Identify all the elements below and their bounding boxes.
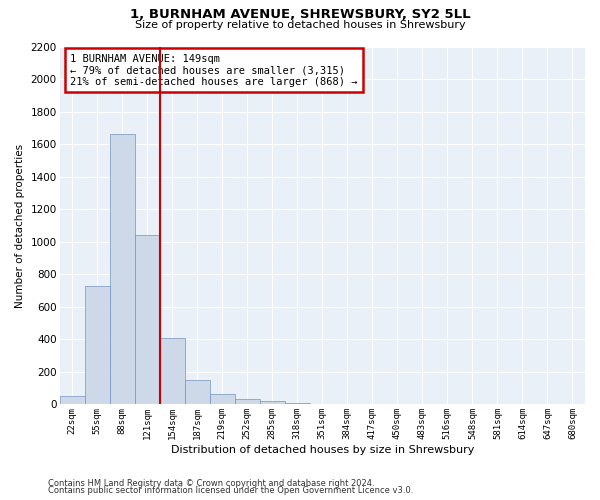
- Bar: [235, 398, 260, 404]
- Bar: [110, 134, 134, 404]
- Bar: [85, 286, 110, 405]
- Bar: [210, 394, 235, 404]
- Text: Contains HM Land Registry data © Crown copyright and database right 2024.: Contains HM Land Registry data © Crown c…: [48, 478, 374, 488]
- Text: 1 BURNHAM AVENUE: 149sqm
← 79% of detached houses are smaller (3,315)
21% of sem: 1 BURNHAM AVENUE: 149sqm ← 79% of detach…: [70, 54, 358, 87]
- Bar: [59, 396, 85, 404]
- Bar: [285, 403, 310, 404]
- Text: Size of property relative to detached houses in Shrewsbury: Size of property relative to detached ho…: [134, 20, 466, 30]
- Y-axis label: Number of detached properties: Number of detached properties: [15, 144, 25, 308]
- Bar: [160, 338, 185, 404]
- Bar: [260, 401, 285, 404]
- X-axis label: Distribution of detached houses by size in Shrewsbury: Distribution of detached houses by size …: [170, 445, 474, 455]
- Bar: [185, 380, 210, 404]
- Text: 1, BURNHAM AVENUE, SHREWSBURY, SY2 5LL: 1, BURNHAM AVENUE, SHREWSBURY, SY2 5LL: [130, 8, 470, 20]
- Bar: [134, 235, 160, 404]
- Text: Contains public sector information licensed under the Open Government Licence v3: Contains public sector information licen…: [48, 486, 413, 495]
